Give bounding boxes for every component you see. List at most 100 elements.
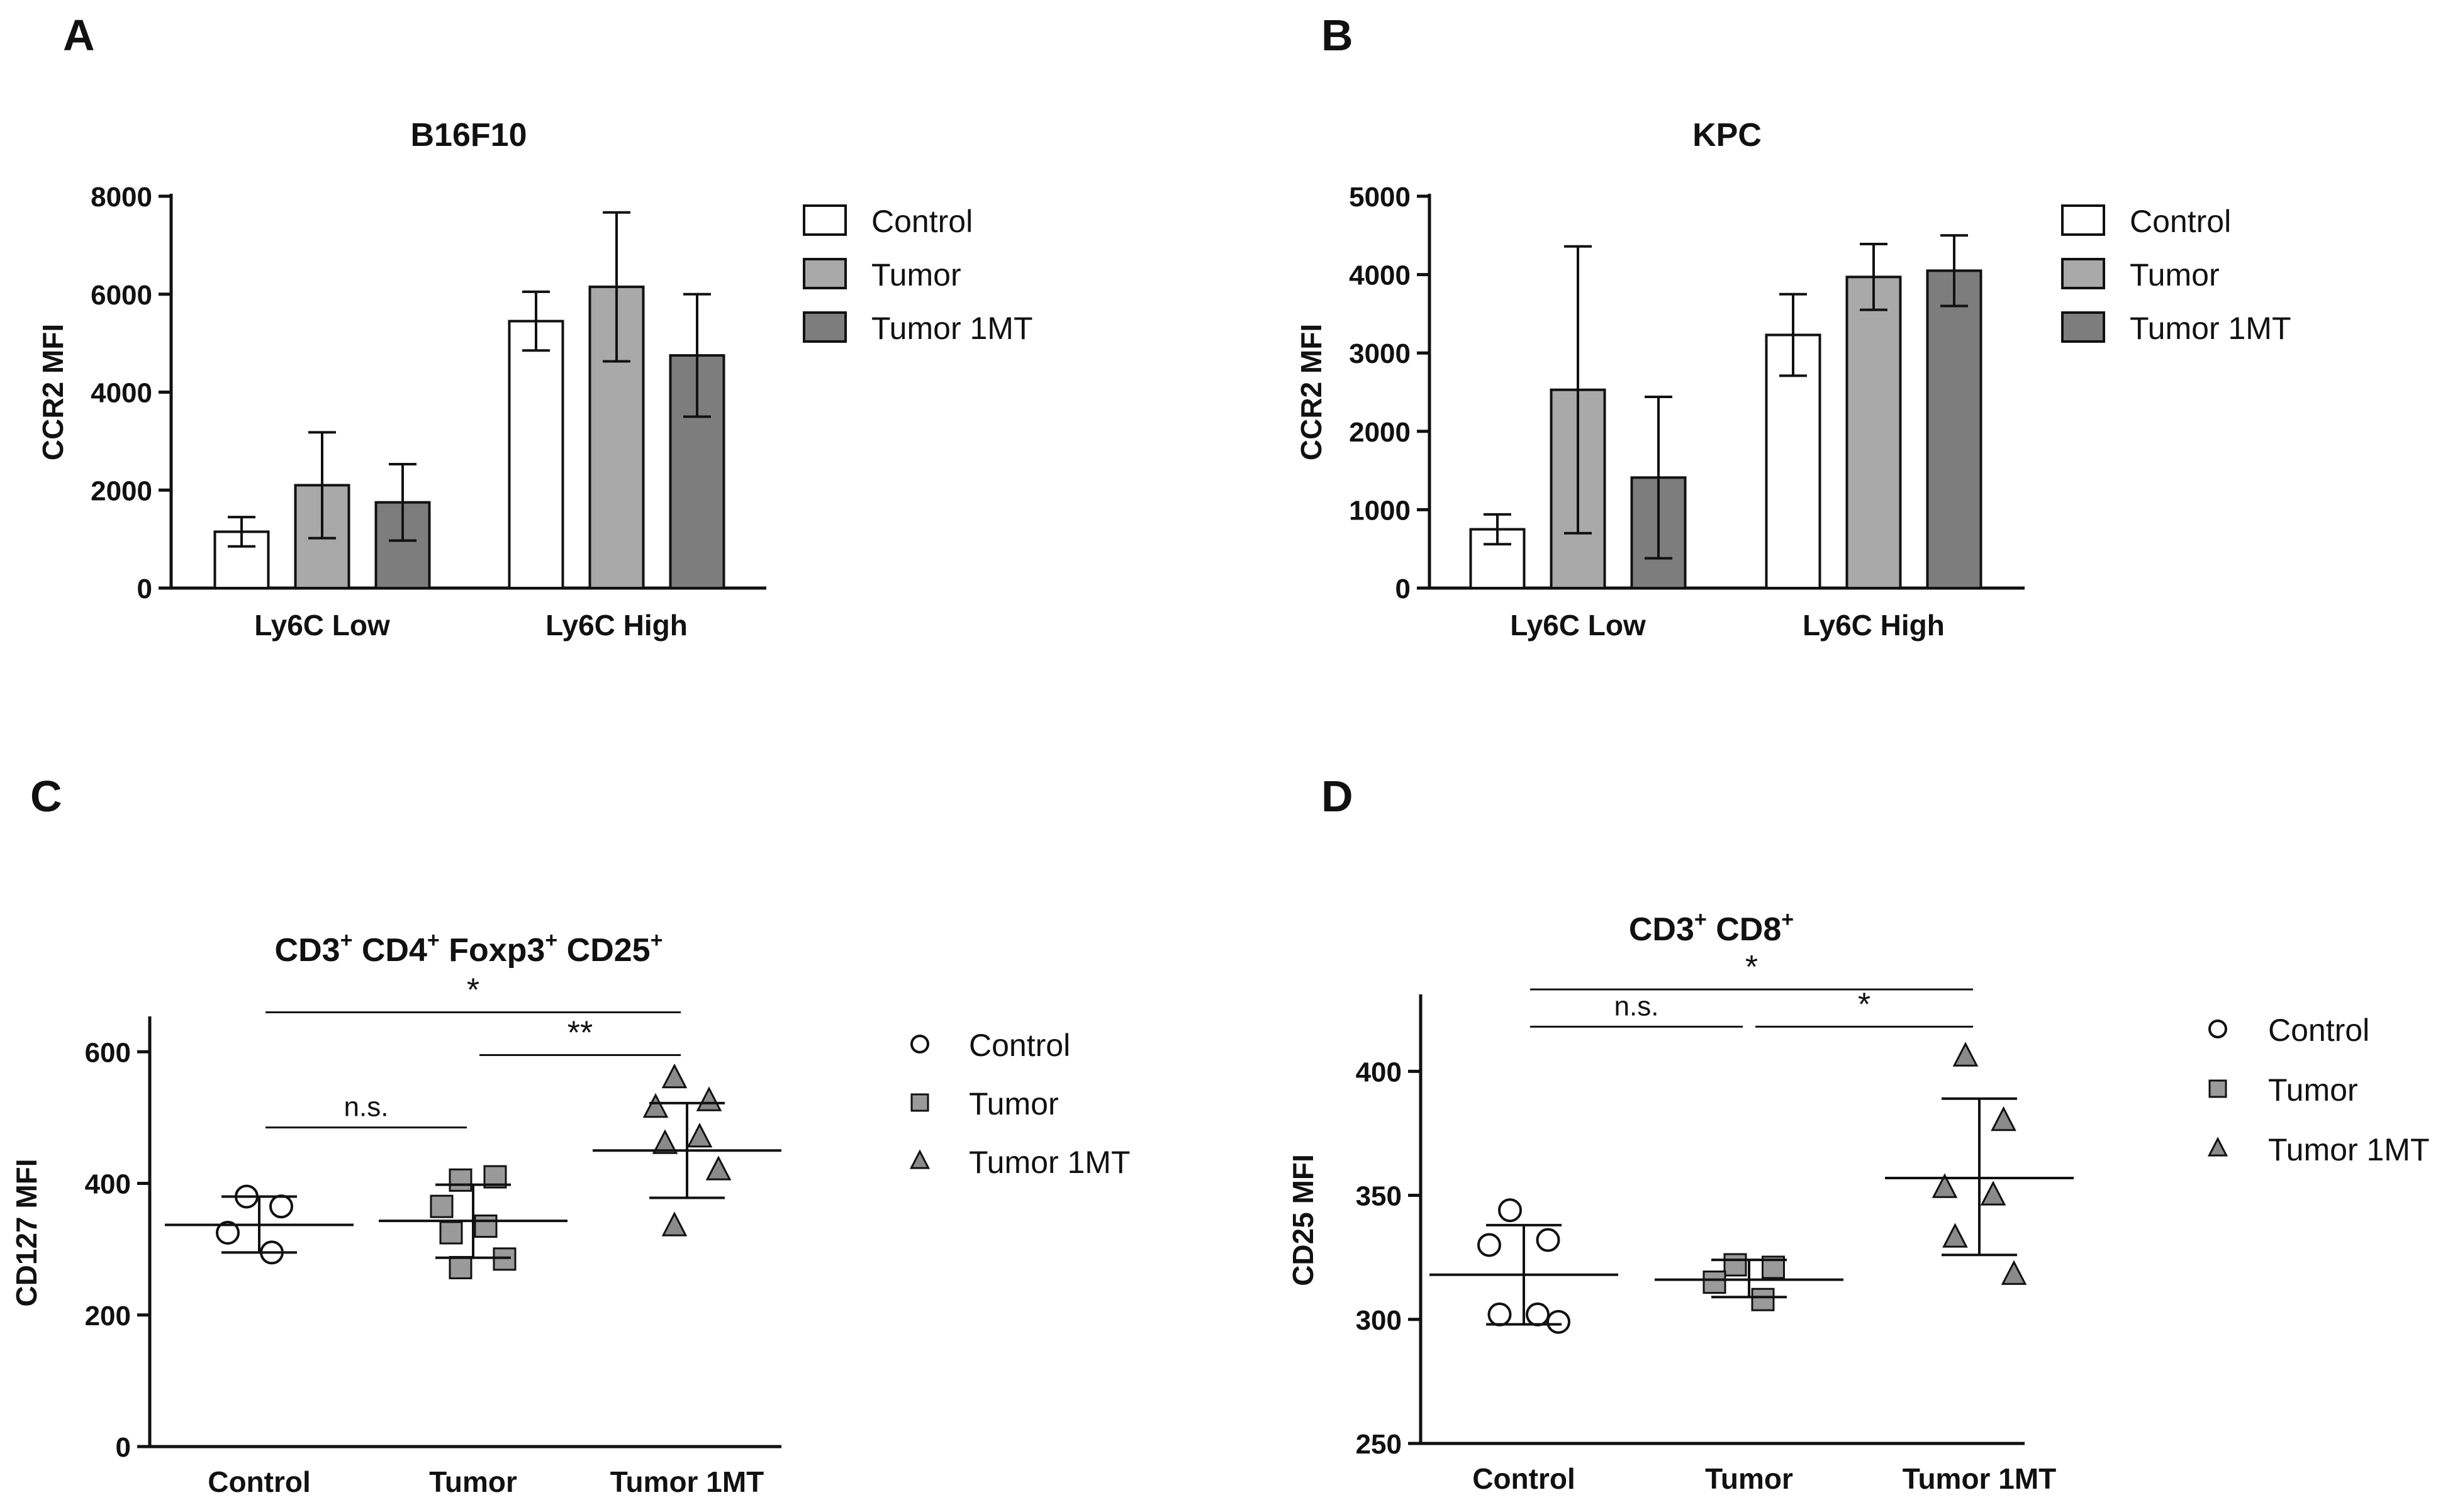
x-category-label: Ly6C High	[545, 609, 688, 642]
legend-label: Tumor	[2130, 257, 2220, 292]
point-square	[449, 1168, 472, 1192]
y-tick-label: 200	[85, 1301, 131, 1331]
panel-letter-d: D	[1321, 772, 1353, 821]
x-category-label: Tumor	[1705, 1462, 1793, 1495]
title-part: CD3	[1629, 911, 1694, 948]
point-circle	[2208, 1020, 2227, 1038]
title-part: CD8	[1707, 911, 1781, 948]
bar	[508, 320, 564, 589]
legend-swatch	[2061, 258, 2105, 289]
chart-b: KPC 0 1000 2000 3000 4000 5000 CCR2 MFI Ly6C Low…	[1295, 117, 2291, 642]
y-tick-label: 2000	[91, 475, 152, 506]
point-triangle	[1991, 1106, 2016, 1131]
panel-c: C CD3+ CD4+ Foxp3+ CD25+0200400600CD127 …	[10, 772, 1131, 1498]
panel-letter-b: B	[1321, 11, 1353, 60]
bar	[1765, 333, 1821, 589]
legend-label: Tumor	[2268, 1072, 2358, 1108]
point-triangle	[2001, 1260, 2027, 1285]
legend: Control Tumor Tumor 1MT	[803, 204, 1033, 346]
y-tick-label: 4000	[1349, 260, 1411, 291]
title-superscript: +	[1781, 908, 1794, 931]
point-circle	[1536, 1228, 1560, 1252]
point-triangle	[696, 1086, 722, 1111]
legend-label: Tumor 1MT	[969, 1145, 1131, 1180]
y-tick-label: 400	[1356, 1057, 1402, 1087]
x-category-label: Tumor 1MT	[1903, 1462, 2056, 1495]
title-part: CD4	[352, 932, 427, 969]
point-triangle	[909, 1149, 931, 1169]
point-circle	[216, 1221, 240, 1245]
legend: Control Tumor Tumor 1MT	[2207, 1013, 2430, 1167]
y-axis-title: CD127 MFI	[10, 1159, 43, 1306]
point-circle	[269, 1194, 293, 1219]
chart-title: B16F10	[411, 117, 527, 153]
y-tick-label: 400	[85, 1169, 131, 1200]
legend-swatch	[2061, 311, 2105, 343]
point-square	[2208, 1079, 2227, 1098]
legend: Control Tumor Tumor 1MT	[2061, 204, 2291, 346]
chart-title: CD3+ CD4+ Foxp3+ CD25+	[275, 928, 663, 969]
y-tick-label: 250	[1356, 1429, 1402, 1460]
legend-label: Control	[969, 1028, 1070, 1063]
legend-label: Tumor 1MT	[2130, 311, 2291, 346]
panel-a: A B16F10 0 2000 4000 6000 8000 CCR2 MFI Ly6C Lo…	[36, 11, 1033, 642]
x-category-label: Tumor	[429, 1465, 517, 1498]
y-axis-title: CCR2 MFI	[36, 324, 69, 460]
point-circle	[1526, 1302, 1550, 1326]
point-square	[474, 1215, 498, 1238]
point-square	[493, 1247, 517, 1271]
point-square	[430, 1194, 454, 1218]
point-square	[449, 1255, 472, 1279]
point-triangle	[642, 1092, 669, 1118]
y-tick-label: 0	[1395, 574, 1411, 604]
point-circle	[1477, 1233, 1501, 1257]
legend-label: Control	[2268, 1013, 2369, 1048]
legend-label: Tumor 1MT	[871, 311, 1033, 346]
y-tick-label: 300	[1356, 1305, 1402, 1336]
point-square	[1723, 1253, 1747, 1277]
y-tick-label: 2000	[1349, 417, 1411, 448]
y-axis-title: CCR2 MFI	[1295, 324, 1328, 460]
y-tick-label: 5000	[1349, 182, 1411, 213]
legend: Control Tumor Tumor 1MT	[909, 1028, 1131, 1180]
y-tick-label: 3000	[1349, 338, 1411, 369]
bar	[1926, 269, 1982, 589]
title-superscript: +	[1694, 908, 1707, 931]
point-triangle	[705, 1155, 732, 1181]
x-category-label: Ly6C Low	[254, 609, 390, 642]
x-category-label: Ly6C High	[1803, 609, 1945, 642]
x-category-label: Control	[1472, 1462, 1575, 1495]
legend-label: Control	[2130, 204, 2231, 239]
point-triangle	[1932, 1173, 1958, 1198]
point-triangle	[686, 1123, 713, 1148]
legend-swatch	[803, 204, 847, 236]
panel-letter-c: C	[30, 772, 62, 821]
point-circle	[1498, 1198, 1522, 1223]
chart-title: CD3+ CD8+	[1629, 908, 1794, 948]
point-triangle	[1980, 1181, 2006, 1206]
legend-label: Control	[871, 204, 973, 239]
panel-letter-a: A	[63, 11, 95, 60]
legend-swatch	[803, 258, 847, 289]
significance-label: *	[1745, 949, 1758, 986]
title-part: CD3	[275, 932, 340, 969]
significance-label: *	[467, 972, 479, 1009]
point-circle	[910, 1035, 929, 1053]
y-tick-label: 1000	[1349, 495, 1411, 526]
point-triangle	[661, 1211, 688, 1237]
y-tick-label: 4000	[91, 378, 152, 409]
point-triangle	[652, 1129, 678, 1154]
y-tick-label: 8000	[91, 182, 152, 213]
legend-swatch	[2061, 204, 2105, 236]
title-superscript: +	[651, 928, 663, 952]
y-tick-label: 600	[85, 1037, 131, 1068]
significance-label: **	[567, 1015, 593, 1052]
y-tick-label: 0	[137, 574, 152, 604]
y-tick-label: 0	[116, 1432, 131, 1463]
point-triangle	[1942, 1223, 1968, 1248]
panel-b: B KPC 0 1000 2000 3000 4000 5000 CCR2 MFI Ly6C L…	[1295, 11, 2291, 642]
point-circle	[1546, 1309, 1570, 1334]
y-tick-label: 350	[1356, 1181, 1402, 1212]
